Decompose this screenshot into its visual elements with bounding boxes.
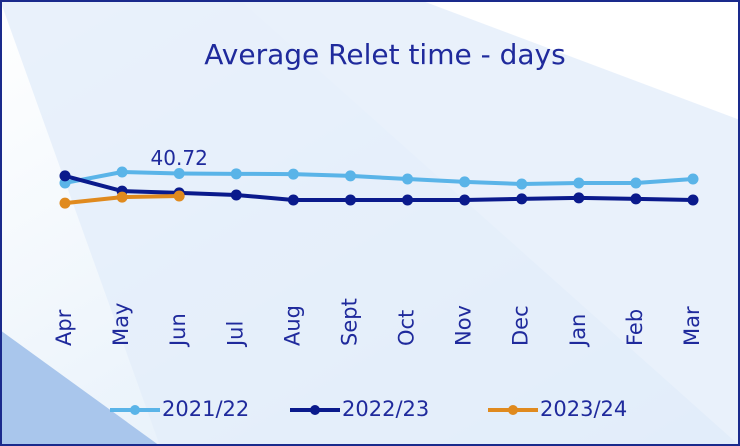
legend-marker [130,405,140,415]
x-tick-label: Feb [623,309,647,346]
data-point [573,177,585,189]
data-point [402,194,414,206]
data-point [687,194,699,206]
data-point [402,173,414,185]
data-point [59,170,71,182]
legend-marker [310,405,320,415]
data-point [459,176,471,188]
legend-label: 2022/23 [342,397,429,421]
x-tick-label: Jun [166,313,190,348]
data-point [630,193,642,205]
x-tick-label: Dec [509,305,533,346]
data-point [173,190,185,202]
x-tick-label: Jan [566,314,590,348]
legend: 2021/22 2022/23 2023/24 [110,397,627,421]
data-point [230,189,242,201]
data-point [516,178,528,190]
legend-marker [508,405,518,415]
x-tick-label: Apr [52,309,76,346]
data-point [344,170,356,182]
x-tick-label: May [109,303,133,346]
data-point [59,197,71,209]
data-point [459,194,471,206]
x-tick-label: Sept [337,298,361,346]
x-tick-label: Mar [680,306,704,346]
data-point [116,191,128,203]
data-point [173,168,185,180]
data-point [573,192,585,204]
legend-label: 2021/22 [162,397,249,421]
data-point [287,168,299,180]
data-point [287,194,299,206]
series-line [64,173,694,202]
legend-label: 2023/24 [540,397,627,421]
x-tick-label: Aug [280,305,304,346]
plot-area: 40.72 [59,146,699,209]
data-point [230,168,242,180]
chart-title: Average Relet time - days [204,38,565,71]
series-line [64,169,694,187]
data-point [344,194,356,206]
data-point [687,173,699,185]
background-shape [0,330,160,446]
data-point [116,166,128,178]
x-tick-label: Nov [452,305,476,346]
data-point [630,177,642,189]
data-label: 40.72 [151,146,208,170]
data-point [516,193,528,205]
x-tick-label: Oct [395,310,419,346]
x-tick-label: Jul [223,321,247,348]
